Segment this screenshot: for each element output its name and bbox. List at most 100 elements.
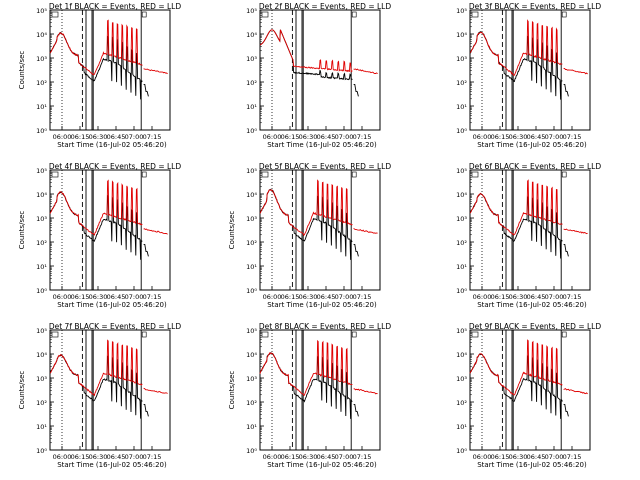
x-axis-label: Start Time (16-Jul-02 05:46:20) [267,461,377,469]
x-tick-label: 06:45 [527,293,546,301]
x-tick-label: 06:30 [509,453,528,461]
x-tick-label: 06:45 [527,133,546,141]
plot-frame [49,329,171,451]
y-tick-label: 10¹ [36,423,47,431]
lld-line [469,19,563,76]
events-line [49,31,143,100]
x-tick-label: 06:30 [299,293,318,301]
y-tick-label: 10⁴ [246,31,257,39]
x-axis-label: Start Time (16-Jul-02 05:46:20) [267,141,377,149]
x-tick-label: 07:00 [125,133,144,141]
plot-frame [469,329,591,451]
events-tail-line [563,403,569,417]
y-tick-label: 10⁴ [456,31,467,39]
y-tick-label: 10⁵ [36,167,47,175]
y-tick-label: 10⁴ [246,191,257,199]
x-tick-label: 06:15 [71,293,90,301]
y-tick-label: 10¹ [36,103,47,111]
plot-frame [259,169,381,291]
panel-title: Det 9f BLACK = Events, RED = LLD [469,322,602,331]
corner-marker [51,11,59,18]
y-tick-label: 10⁵ [456,327,467,335]
y-tick-label: 10³ [246,375,257,383]
y-tick-label: 10² [36,399,47,407]
y-tick-label: 10⁴ [36,31,47,39]
y-tick-label: 10³ [36,375,47,383]
corner-marker [561,11,567,18]
x-axis-label: Start Time (16-Jul-02 05:46:20) [477,141,587,149]
y-tick-label: 10⁰ [246,287,257,295]
lld-tail-line [563,68,588,75]
corner-marker [261,171,269,178]
x-tick-label: 06:45 [317,293,336,301]
y-tick-label: 10² [36,79,47,87]
x-tick-label: 06:00 [263,453,282,461]
x-tick-label: 06:45 [527,453,546,461]
corner-marker [471,331,479,338]
y-tick-label: 10¹ [246,423,257,431]
x-tick-label: 07:15 [353,293,372,301]
events-line [470,31,563,100]
y-tick-label: 10² [246,239,257,247]
y-tick-label: 10³ [36,215,47,223]
events-tail-line [143,403,149,417]
lld-tail-line [143,228,168,235]
events-tail-line [143,243,149,257]
y-tick-label: 10⁵ [246,327,257,335]
events-line [259,188,353,260]
x-tick-label: 06:15 [281,453,300,461]
lld-line [49,19,143,76]
corner-marker [471,171,479,178]
panel-det-1: Det 1f BLACK = Events, RED = LLD 10⁰ 10¹ 10… [18,2,181,149]
y-tick-label: 10³ [36,55,47,63]
y-tick-label: 10¹ [36,263,47,271]
lld-tail-line [353,388,378,395]
corner-marker [561,171,567,178]
y-tick-label: 10⁰ [456,287,467,295]
x-tick-label: 06:45 [107,453,126,461]
y-tick-label: 10⁴ [36,351,47,359]
y-tick-label: 10³ [456,375,467,383]
panel-det-2: Det 2f BLACK = Events, RED = LLD 10⁰ 10¹ 10… [246,2,391,149]
panel-title: Det 3f BLACK = Events, RED = LLD [469,2,602,11]
panel-title: Det 7f BLACK = Events, RED = LLD [49,322,182,331]
x-axis-label: Start Time (16-Jul-02 05:46:20) [477,461,587,469]
x-tick-label: 07:00 [335,453,354,461]
lld-line [259,179,353,237]
corner-marker [261,331,269,338]
panel-title: Det 8f BLACK = Events, RED = LLD [259,322,392,331]
x-tick-label: 06:15 [281,293,300,301]
y-tick-label: 10³ [246,215,257,223]
x-axis-label: Start Time (16-Jul-02 05:46:20) [57,141,167,149]
events-tail-line [563,83,569,97]
events-line [469,353,563,419]
x-tick-label: 07:00 [335,293,354,301]
x-tick-label: 07:00 [545,133,564,141]
plot-frame [49,9,171,131]
y-tick-label: 10⁵ [36,327,47,335]
x-tick-label: 06:15 [71,453,90,461]
corner-marker [51,331,59,338]
y-tick-label: 10⁵ [246,167,257,175]
plot-frame [469,9,591,131]
x-axis-label: Start Time (16-Jul-02 05:46:20) [477,301,587,309]
x-tick-label: 07:00 [125,453,144,461]
x-tick-label: 06:00 [473,133,492,141]
y-tick-label: 10⁴ [246,351,257,359]
x-tick-label: 06:00 [473,293,492,301]
lld-line [259,339,353,396]
x-tick-label: 06:15 [491,453,510,461]
corner-marker [351,171,357,178]
panel-title: Det 1f BLACK = Events, RED = LLD [49,2,182,11]
y-tick-label: 10⁴ [456,351,467,359]
x-tick-label: 06:00 [53,293,72,301]
x-tick-label: 06:15 [71,133,90,141]
x-tick-label: 06:15 [281,133,300,141]
y-tick-label: 10⁰ [456,447,467,455]
corner-marker [141,171,147,178]
y-tick-label: 10¹ [246,103,257,111]
plot-frame [259,329,381,451]
x-tick-label: 06:00 [53,133,72,141]
y-tick-label: 10² [456,399,467,407]
panel-det-6: Det 6f BLACK = Events, RED = LLD 10⁰ 10¹ 10… [456,162,601,309]
